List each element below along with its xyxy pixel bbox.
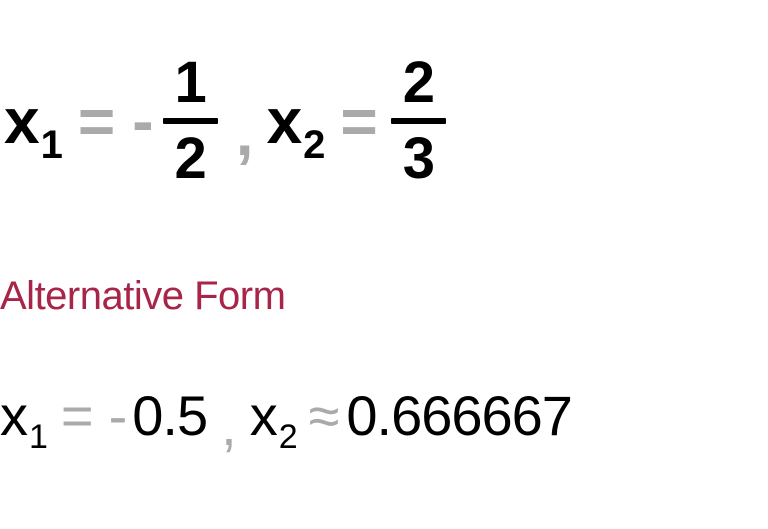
subscript-2: 2 [303, 125, 324, 165]
fraction-1-2: 1 2 [163, 48, 218, 194]
variable-x2: x [250, 383, 277, 448]
separator-comma: , [236, 96, 253, 170]
variable-x1: x [0, 383, 27, 448]
numerator: 2 [391, 48, 446, 118]
numerator: 1 [163, 48, 218, 118]
minus-sign: - [132, 84, 152, 158]
fraction-2-3: 2 3 [391, 48, 446, 194]
denominator: 3 [391, 124, 446, 194]
separator-comma: , [221, 393, 236, 458]
approx-sign: ≈ [309, 383, 339, 448]
variable-x2: x [267, 89, 302, 153]
equals-sign: = [61, 383, 93, 448]
equals-sign: = [78, 84, 114, 158]
section-heading-alternative-form: Alternative Form [0, 274, 768, 319]
math-result-page: x 1 = - 1 2 , x 2 = 2 3 Alternative Form… [0, 48, 768, 448]
value-0-5: 0.5 [132, 383, 207, 448]
subscript-1: 1 [41, 125, 62, 165]
alternative-equation: x 1 = - 0.5 , x 2 ≈ 0.666667 [0, 383, 768, 448]
subscript-1: 1 [29, 418, 47, 457]
primary-equation: x 1 = - 1 2 , x 2 = 2 3 [4, 48, 768, 194]
variable-x1: x [4, 89, 39, 153]
minus-sign: - [109, 383, 127, 448]
subscript-2: 2 [279, 418, 297, 457]
denominator: 2 [163, 124, 218, 194]
value-0-666667: 0.666667 [346, 383, 572, 448]
equals-sign: = [340, 84, 376, 158]
